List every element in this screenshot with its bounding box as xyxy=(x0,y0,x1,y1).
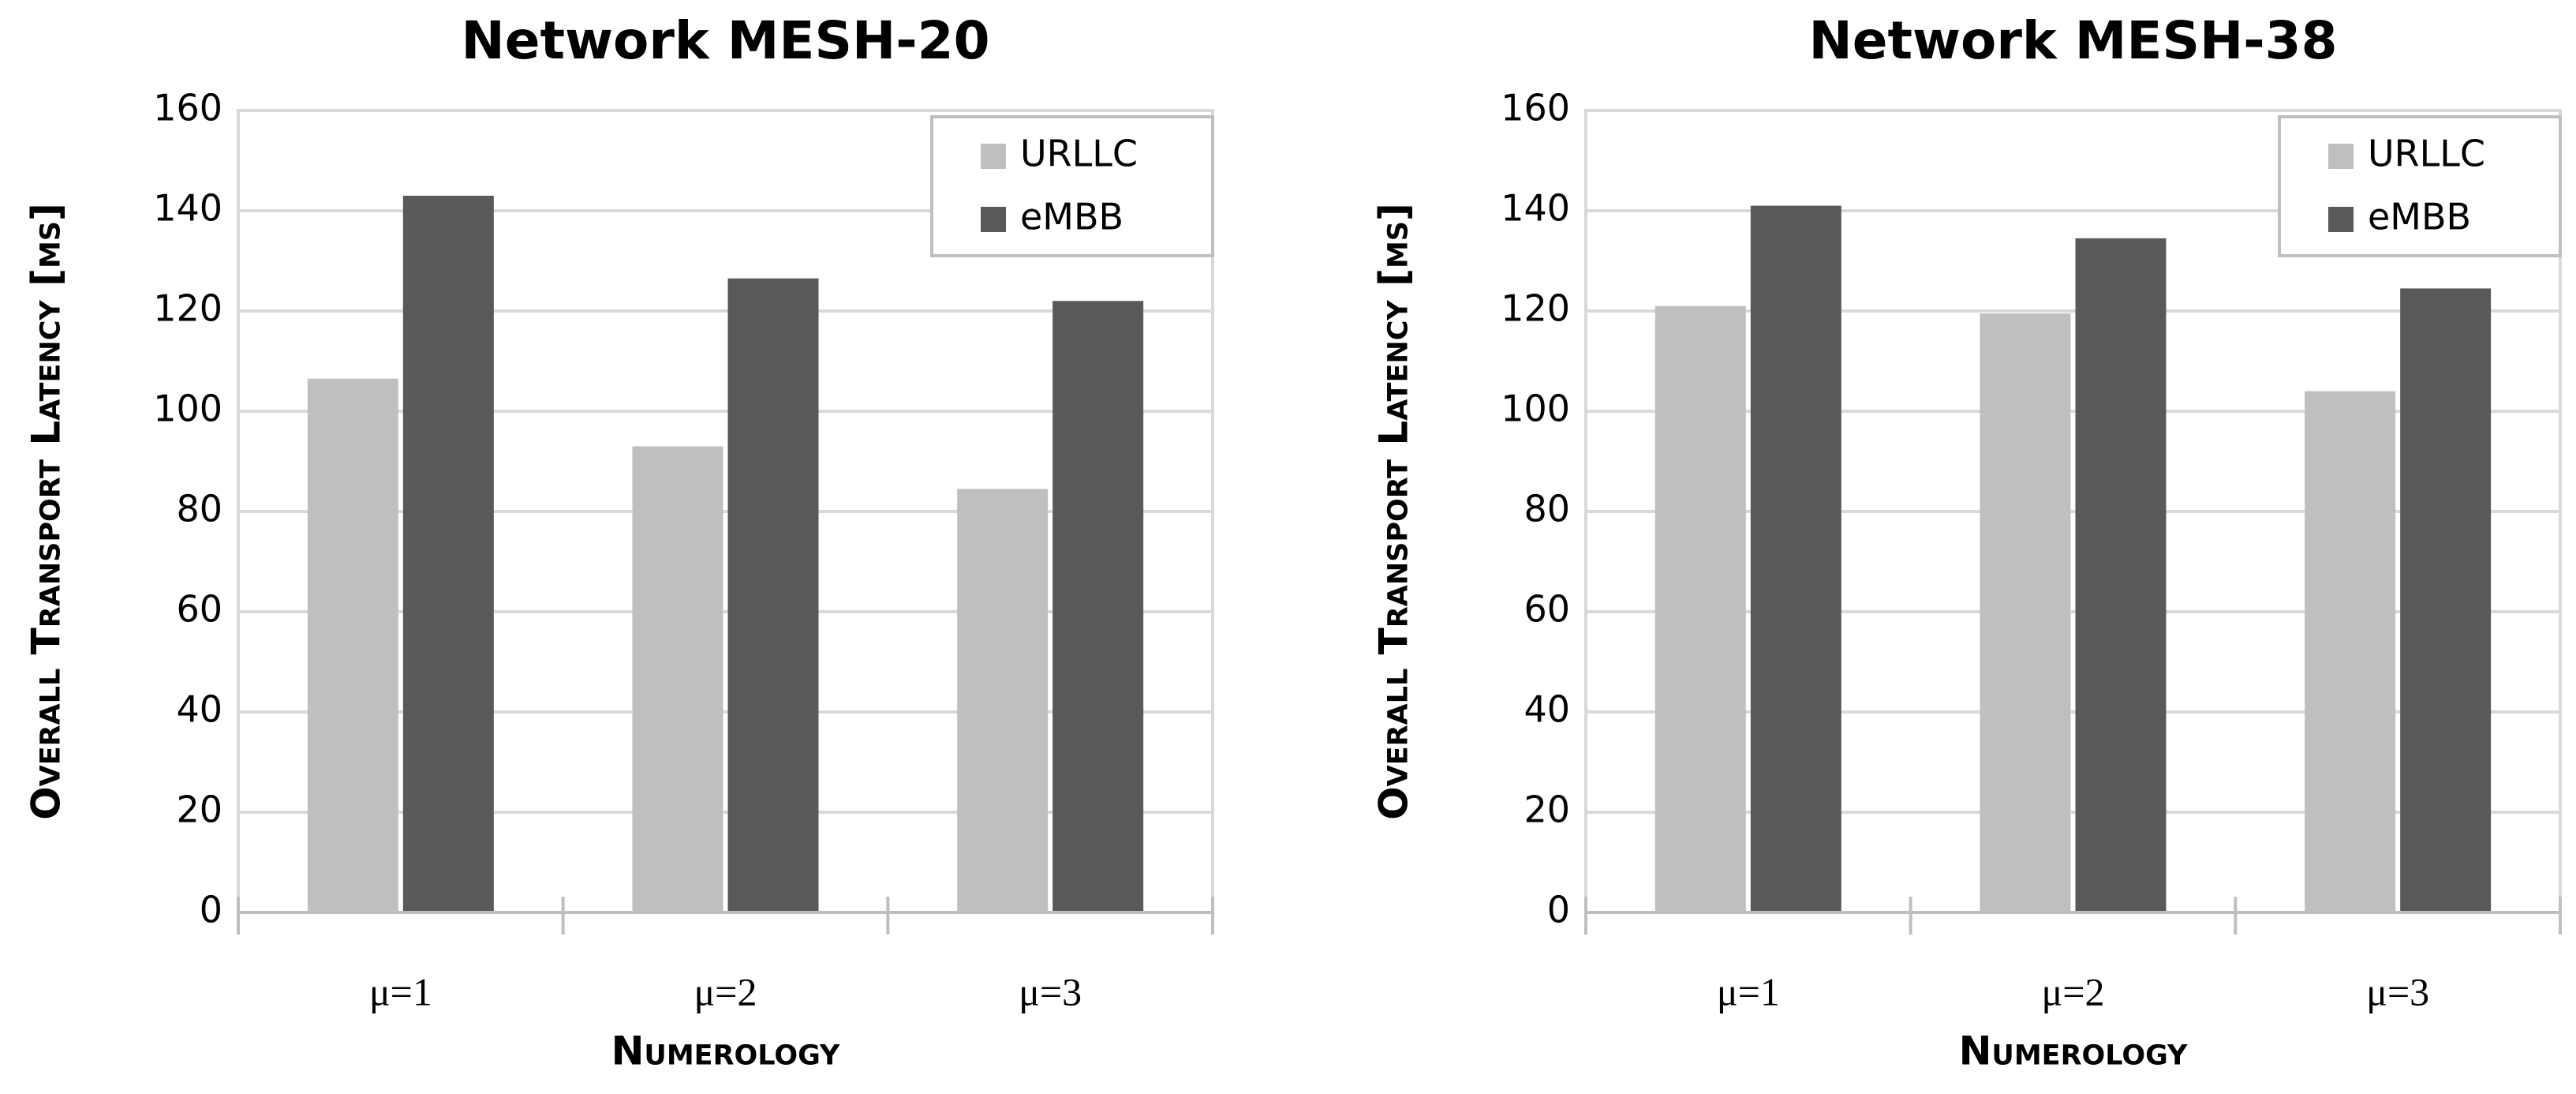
y-tick-label: 80 xyxy=(176,488,222,530)
legend-label: URLLC xyxy=(2368,133,2485,175)
bar xyxy=(1654,305,1746,912)
y-axis-label: Overall Transport Latency [µs] xyxy=(24,203,69,820)
y-tick-label: 20 xyxy=(176,789,222,831)
bar xyxy=(2075,238,2167,912)
x-tick-label: μ=1 xyxy=(1717,969,1780,1013)
x-tick-label: μ=2 xyxy=(694,969,757,1013)
chart-title: Network MESH-38 xyxy=(1808,10,2337,71)
x-tick-label: μ=3 xyxy=(2366,969,2429,1013)
y-tick-label: 60 xyxy=(1524,588,1570,631)
legend-swatch xyxy=(981,207,1006,232)
legend-swatch xyxy=(2328,207,2354,232)
legend-label: eMBB xyxy=(2368,196,2471,238)
bar xyxy=(1052,301,1144,912)
x-axis-label: Numerology xyxy=(1959,1028,2188,1074)
y-tick-label: 140 xyxy=(1501,187,1570,230)
y-tick-label: 0 xyxy=(1547,889,1570,931)
y-tick-label: 80 xyxy=(1524,488,1570,530)
y-tick-label: 100 xyxy=(1501,388,1570,430)
legend-box xyxy=(2278,115,2562,257)
x-tick-label: μ=1 xyxy=(369,969,432,1013)
chart: Network MESH-20 0 20 40 60 80 100 120 140 160 μ=1 μ… xyxy=(24,10,1214,1074)
x-tick-label: μ=2 xyxy=(2041,969,2104,1013)
chart: Network MESH-38 0 20 40 60 80 100 120 140 160 μ=1 μ… xyxy=(1371,10,2562,1074)
y-tick-label: 100 xyxy=(153,388,222,430)
bar xyxy=(2400,288,2492,912)
chart-title: Network MESH-20 xyxy=(461,10,989,71)
bar xyxy=(402,195,494,912)
y-tick-label: 160 xyxy=(153,87,222,129)
legend-swatch xyxy=(981,144,1006,169)
bar xyxy=(1980,313,2071,912)
y-tick-label: 0 xyxy=(200,889,222,931)
x-axis-label: Numerology xyxy=(611,1028,840,1074)
y-tick-label: 40 xyxy=(1524,688,1570,731)
bar xyxy=(1750,205,1841,912)
bar xyxy=(2305,391,2396,913)
bar xyxy=(727,278,819,913)
legend-box xyxy=(930,115,1214,257)
y-tick-label: 160 xyxy=(1501,87,1570,129)
legend-swatch xyxy=(2328,144,2354,169)
y-axis-label: Overall Transport Latency [µs] xyxy=(1371,203,1417,820)
y-tick-label: 120 xyxy=(153,287,222,330)
y-tick-label: 60 xyxy=(176,588,222,631)
y-tick-label: 140 xyxy=(153,187,222,230)
y-tick-label: 20 xyxy=(1524,789,1570,831)
y-tick-label: 120 xyxy=(1501,287,1570,330)
bar xyxy=(307,378,398,913)
legend-label: URLLC xyxy=(1020,133,1138,175)
bar xyxy=(632,446,723,912)
legend-label: eMBB xyxy=(1020,196,1123,238)
y-tick-label: 40 xyxy=(176,688,222,731)
x-tick-label: μ=3 xyxy=(1019,969,1082,1013)
bar xyxy=(957,489,1049,912)
